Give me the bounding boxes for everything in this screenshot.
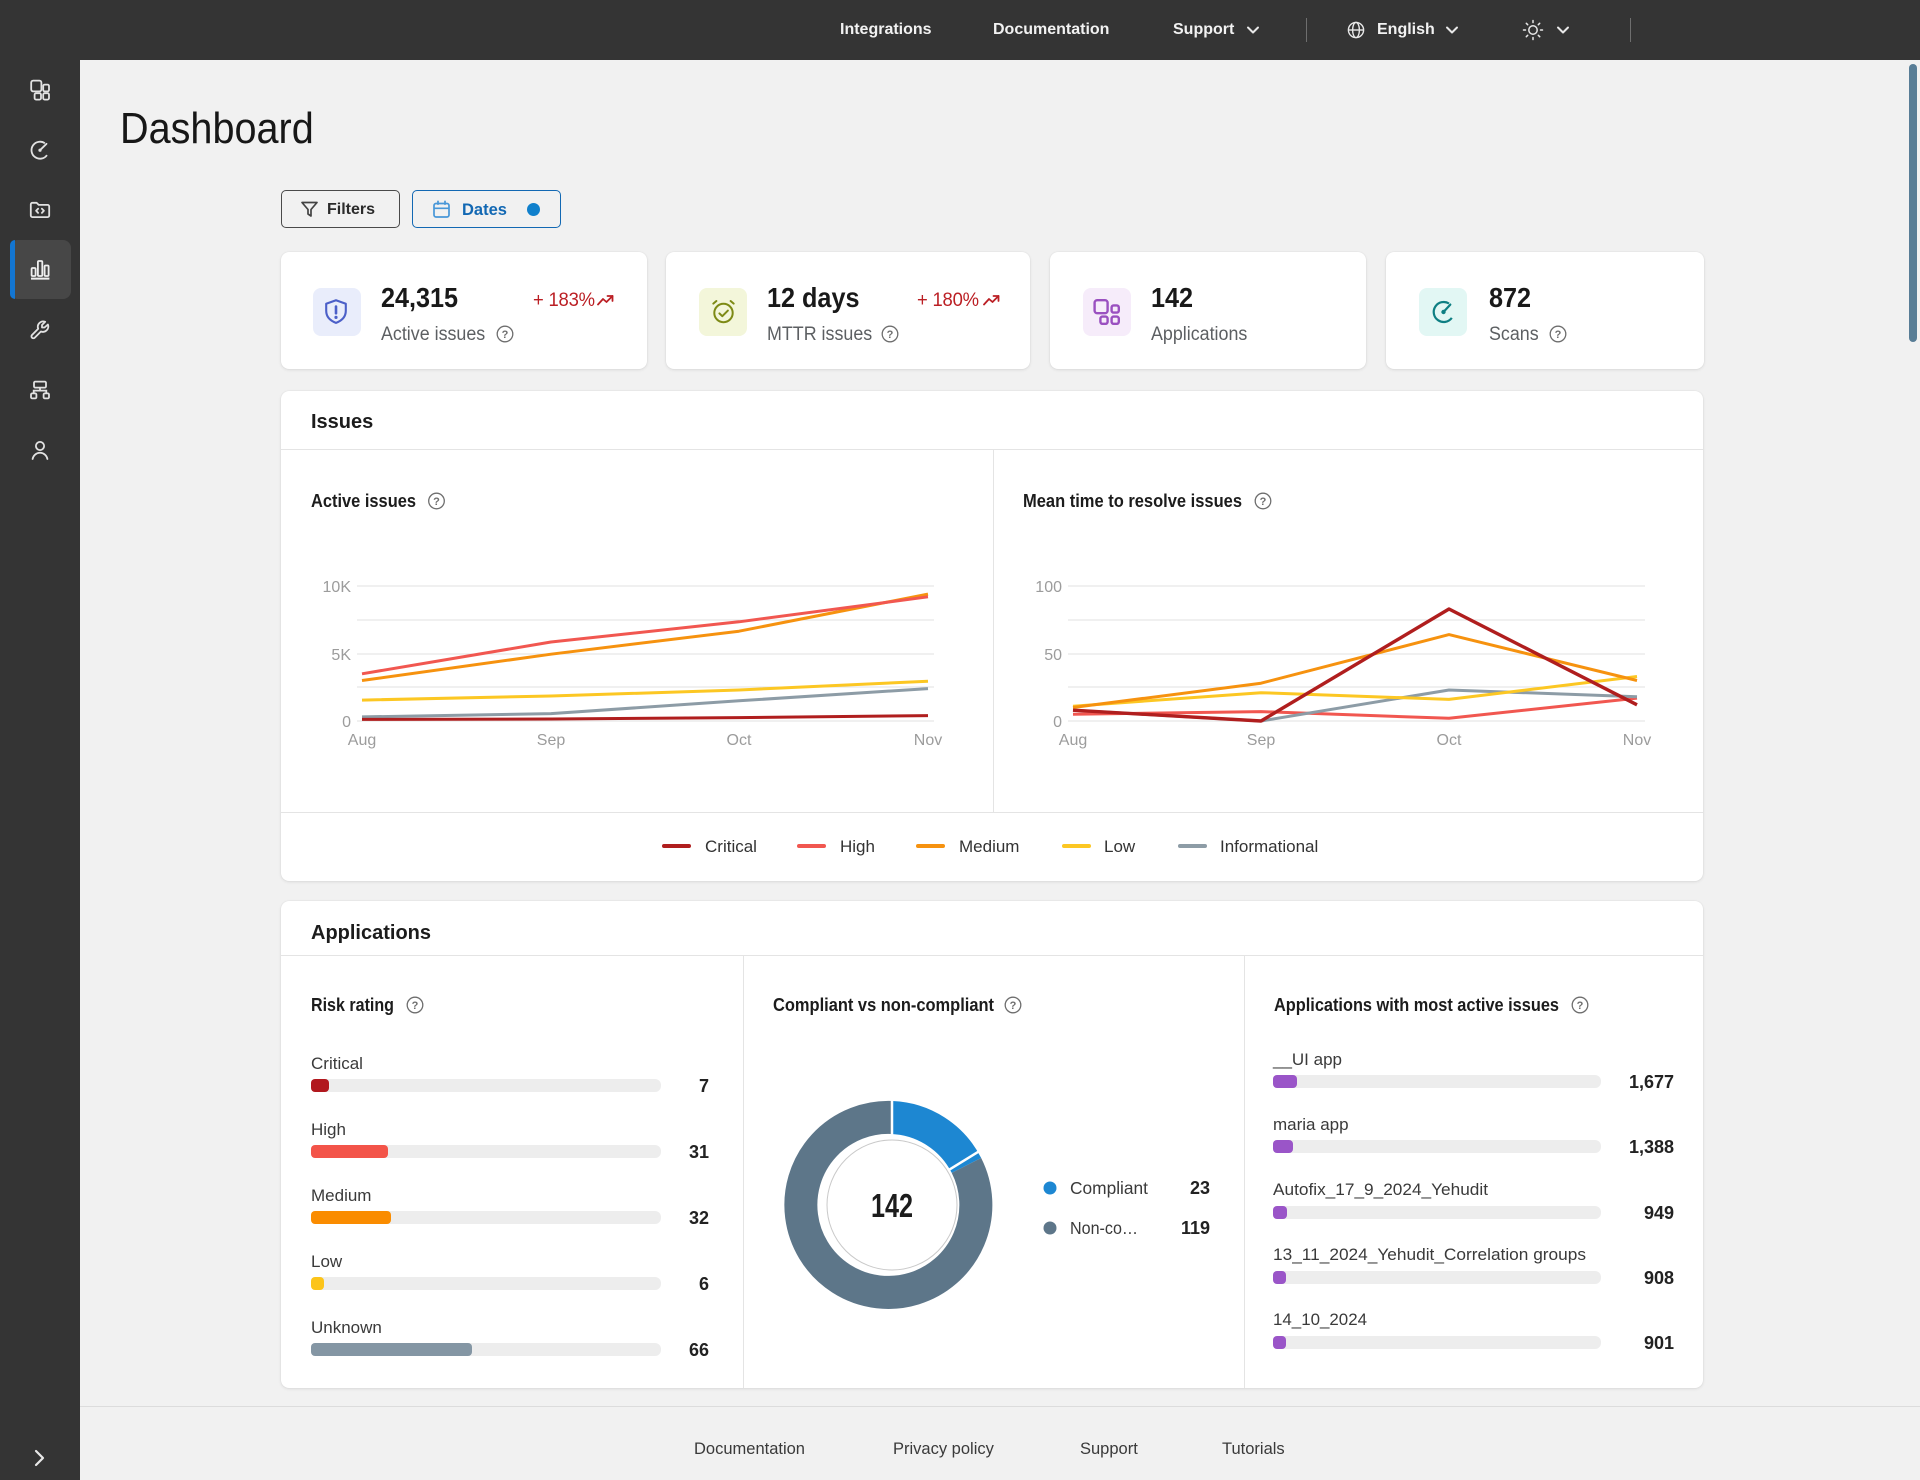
svg-text:32: 32 [689, 1208, 709, 1228]
svg-text:119: 119 [1181, 1218, 1210, 1238]
svg-text:?: ? [1577, 1000, 1584, 1012]
svg-text:31: 31 [689, 1142, 709, 1162]
svg-text:maria app: maria app [1273, 1115, 1349, 1134]
svg-text:Medium: Medium [959, 837, 1019, 856]
svg-text:1,388: 1,388 [1629, 1137, 1674, 1157]
svg-text:Applications: Applications [311, 922, 431, 944]
svg-text:66: 66 [689, 1340, 709, 1360]
svg-text:Oct: Oct [727, 732, 752, 749]
svg-text:Medium: Medium [311, 1186, 371, 1205]
svg-text:?: ? [1555, 329, 1562, 341]
svg-text:?: ? [433, 496, 440, 508]
svg-text:?: ? [1010, 1000, 1017, 1012]
svg-text:Low: Low [311, 1252, 343, 1271]
svg-text:50: 50 [1044, 647, 1062, 664]
svg-text:7: 7 [699, 1076, 709, 1096]
svg-text:23: 23 [1190, 1178, 1210, 1198]
svg-text:Applications with most active: Applications with most active issues [1274, 995, 1559, 1015]
svg-text:High: High [840, 837, 875, 856]
svg-text:Sep: Sep [537, 732, 566, 749]
svg-text:13_11_2024_Yehudit_Correlation: 13_11_2024_Yehudit_Correlation groups [1273, 1245, 1586, 1264]
svg-text:0: 0 [342, 714, 351, 731]
svg-text:Sep: Sep [1247, 732, 1276, 749]
svg-text:100: 100 [1035, 579, 1062, 596]
svg-text:0: 0 [1053, 714, 1062, 731]
svg-text:908: 908 [1644, 1268, 1674, 1288]
svg-text:Autofix_17_9_2024_Yehudit: Autofix_17_9_2024_Yehudit [1273, 1180, 1488, 1199]
svg-text:1,677: 1,677 [1629, 1072, 1674, 1092]
svg-text:Active issues: Active issues [311, 491, 416, 511]
svg-text:?: ? [887, 329, 894, 341]
svg-text:__UI app: __UI app [1272, 1050, 1342, 1069]
svg-text:14_10_2024: 14_10_2024 [1273, 1310, 1367, 1329]
svg-text:Risk rating: Risk rating [311, 995, 394, 1015]
svg-text:Mean time to resolve issues: Mean time to resolve issues [1023, 491, 1242, 511]
svg-text:6: 6 [699, 1274, 709, 1294]
svg-text:Compliant: Compliant [1070, 1178, 1148, 1198]
svg-text:Non-co…: Non-co… [1070, 1218, 1138, 1238]
svg-text:Issues: Issues [311, 411, 373, 433]
svg-text:Aug: Aug [348, 732, 376, 749]
svg-text:?: ? [1260, 496, 1267, 508]
svg-text:10K: 10K [323, 579, 352, 596]
svg-text:High: High [311, 1120, 346, 1139]
svg-text:Unknown: Unknown [311, 1318, 382, 1337]
svg-text:Informational: Informational [1220, 837, 1318, 856]
svg-text:Aug: Aug [1059, 732, 1087, 749]
svg-text:5K: 5K [331, 647, 351, 664]
svg-text:949: 949 [1644, 1203, 1674, 1223]
svg-text:Low: Low [1104, 837, 1136, 856]
svg-text:901: 901 [1644, 1333, 1674, 1353]
svg-text:Nov: Nov [914, 732, 942, 749]
svg-text:?: ? [412, 1000, 419, 1012]
svg-text:Compliant vs non-compliant: Compliant vs non-compliant [773, 995, 994, 1015]
svg-text:Oct: Oct [1437, 732, 1462, 749]
svg-text:142: 142 [871, 1187, 913, 1224]
svg-text:Critical: Critical [311, 1054, 363, 1073]
svg-text:Nov: Nov [1623, 732, 1651, 749]
svg-text:Critical: Critical [705, 837, 757, 856]
svg-text:?: ? [502, 329, 509, 341]
